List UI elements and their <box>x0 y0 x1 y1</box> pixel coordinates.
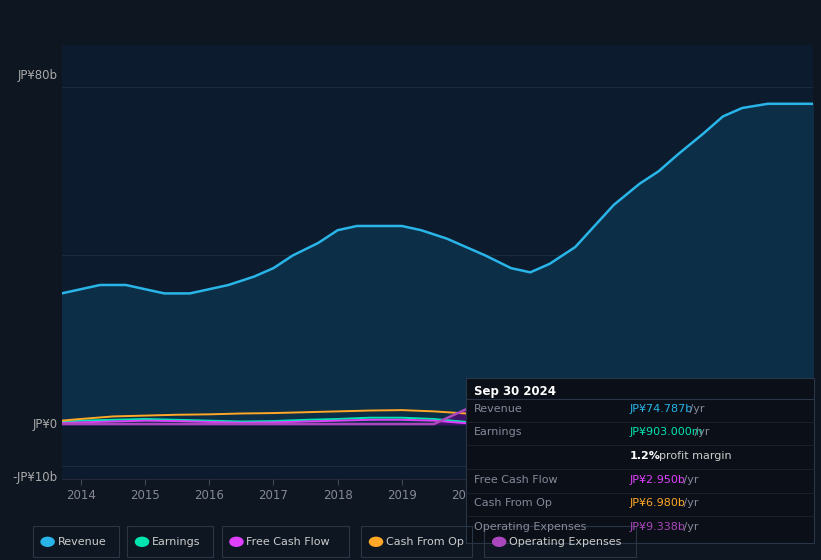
Text: /yr: /yr <box>680 522 699 532</box>
Text: /yr: /yr <box>691 427 709 437</box>
Text: JP¥9.338b: JP¥9.338b <box>630 522 686 532</box>
Text: JP¥80b: JP¥80b <box>17 69 57 82</box>
Text: profit margin: profit margin <box>652 451 732 461</box>
Text: Operating Expenses: Operating Expenses <box>509 537 621 547</box>
Text: JP¥903.000m: JP¥903.000m <box>630 427 704 437</box>
Text: -JP¥10b: -JP¥10b <box>12 470 57 484</box>
Text: Cash From Op: Cash From Op <box>386 537 464 547</box>
Text: 1.2%: 1.2% <box>630 451 661 461</box>
Text: JP¥0: JP¥0 <box>32 418 57 431</box>
Text: Sep 30 2024: Sep 30 2024 <box>474 385 556 398</box>
Text: Revenue: Revenue <box>474 404 522 414</box>
Text: JP¥2.950b: JP¥2.950b <box>630 475 686 484</box>
Text: Operating Expenses: Operating Expenses <box>474 522 586 532</box>
Text: Free Cash Flow: Free Cash Flow <box>474 475 557 484</box>
Text: Earnings: Earnings <box>152 537 200 547</box>
Text: JP¥6.980b: JP¥6.980b <box>630 498 686 508</box>
Text: Earnings: Earnings <box>474 427 522 437</box>
Text: JP¥74.787b: JP¥74.787b <box>630 404 693 414</box>
Text: /yr: /yr <box>680 498 699 508</box>
Text: /yr: /yr <box>686 404 704 414</box>
Text: Free Cash Flow: Free Cash Flow <box>246 537 330 547</box>
Text: Cash From Op: Cash From Op <box>474 498 552 508</box>
Text: /yr: /yr <box>680 475 699 484</box>
Text: Revenue: Revenue <box>57 537 106 547</box>
